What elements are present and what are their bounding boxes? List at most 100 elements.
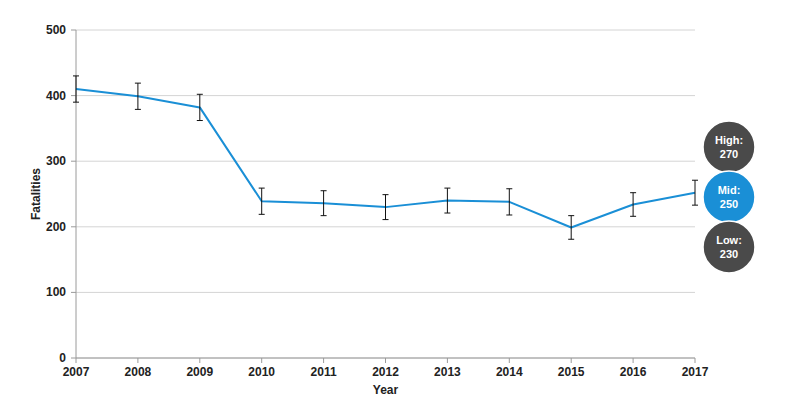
error-stem bbox=[571, 216, 572, 240]
x-axis-title: Year bbox=[373, 383, 399, 397]
x-tick bbox=[447, 358, 448, 363]
error-cap bbox=[444, 213, 450, 214]
grid-line bbox=[76, 161, 695, 162]
x-tick bbox=[323, 358, 324, 363]
badge-circle bbox=[703, 121, 755, 173]
error-cap bbox=[321, 190, 327, 191]
y-tick bbox=[71, 161, 76, 162]
y-tick-label: 200 bbox=[46, 220, 66, 234]
badge-value: 250 bbox=[720, 198, 738, 210]
error-cap bbox=[383, 194, 389, 195]
error-bar bbox=[321, 191, 327, 216]
x-tick bbox=[695, 358, 696, 363]
error-cap bbox=[383, 219, 389, 220]
x-tick bbox=[76, 358, 77, 363]
grid-line bbox=[76, 95, 695, 96]
y-tick-label: 300 bbox=[46, 154, 66, 168]
error-stem bbox=[261, 188, 262, 214]
chart-svg: 0 100 200 300 400 500 2007 2008 2009 2010 2011 2012… bbox=[0, 0, 790, 418]
x-tick-label: 2011 bbox=[311, 365, 337, 379]
x-tick-label: 2009 bbox=[186, 365, 213, 379]
y-tick bbox=[71, 30, 76, 31]
y-tick-label: 0 bbox=[59, 351, 66, 365]
annotation-badge: Low: 230 bbox=[703, 221, 755, 273]
error-cap bbox=[197, 94, 203, 95]
grid-line bbox=[76, 292, 695, 293]
x-tick-label: 2008 bbox=[125, 365, 152, 379]
x-tick bbox=[199, 358, 200, 363]
badge-label: Low: bbox=[716, 234, 742, 246]
error-cap bbox=[630, 192, 636, 193]
error-cap bbox=[692, 205, 698, 206]
x-tick bbox=[261, 358, 262, 363]
error-bar bbox=[135, 83, 141, 109]
error-bar bbox=[630, 193, 636, 217]
x-tick bbox=[137, 358, 138, 363]
y-tick bbox=[71, 358, 76, 359]
error-bar bbox=[692, 180, 698, 205]
y-tick bbox=[71, 226, 76, 227]
error-cap bbox=[444, 188, 450, 189]
error-bar bbox=[568, 216, 574, 240]
error-cap bbox=[506, 214, 512, 215]
error-bar bbox=[383, 195, 389, 220]
error-cap bbox=[135, 83, 141, 84]
x-tick bbox=[571, 358, 572, 363]
x-tick-label: 2016 bbox=[620, 365, 647, 379]
error-stem bbox=[137, 83, 138, 109]
badge-value: 230 bbox=[720, 248, 738, 260]
x-tick-label: 2017 bbox=[682, 365, 709, 379]
error-cap bbox=[506, 188, 512, 189]
x-tick-label: 2014 bbox=[496, 365, 523, 379]
x-tick-label: 2013 bbox=[434, 365, 461, 379]
badge-label: High: bbox=[715, 134, 743, 146]
annotation-badge: Mid: 250 bbox=[703, 171, 755, 223]
x-tick-label: 2012 bbox=[372, 365, 399, 379]
error-bar bbox=[259, 188, 265, 214]
y-tick-label: 400 bbox=[46, 89, 66, 103]
error-cap bbox=[321, 215, 327, 216]
plot-area bbox=[73, 76, 698, 239]
error-cap bbox=[259, 188, 265, 189]
error-stem bbox=[76, 76, 77, 102]
error-stem bbox=[633, 193, 634, 217]
error-cap bbox=[630, 216, 636, 217]
y-tick bbox=[71, 292, 76, 293]
error-cap bbox=[197, 120, 203, 121]
error-cap bbox=[135, 109, 141, 110]
chart-container: 0 100 200 300 400 500 2007 2008 2009 2010 2011 2012… bbox=[0, 0, 790, 418]
error-cap bbox=[73, 102, 79, 103]
y-tick-label: 500 bbox=[46, 23, 66, 37]
error-stem bbox=[509, 189, 510, 215]
y-axis-line bbox=[76, 30, 77, 358]
error-stem bbox=[199, 94, 200, 120]
badge-label: Mid: bbox=[718, 184, 741, 196]
error-cap bbox=[568, 239, 574, 240]
x-tick bbox=[385, 358, 386, 363]
error-cap bbox=[259, 214, 265, 215]
error-stem bbox=[385, 195, 386, 220]
x-tick bbox=[509, 358, 510, 363]
grid-line bbox=[76, 30, 695, 31]
y-axis-title: Fatalities bbox=[29, 168, 43, 220]
grid-line bbox=[76, 226, 695, 227]
error-stem bbox=[695, 180, 696, 205]
badge-circle bbox=[703, 221, 755, 273]
x-tick bbox=[633, 358, 634, 363]
x-tick-label: 2015 bbox=[558, 365, 585, 379]
x-tick-label: 2010 bbox=[248, 365, 275, 379]
error-bar bbox=[506, 189, 512, 215]
error-bar bbox=[73, 76, 79, 102]
error-cap bbox=[73, 75, 79, 76]
line bbox=[76, 89, 695, 227]
error-stem bbox=[323, 191, 324, 216]
error-bar bbox=[197, 94, 203, 120]
error-cap bbox=[568, 215, 574, 216]
y-tick-label: 100 bbox=[46, 285, 66, 299]
x-tick-label: 2007 bbox=[63, 365, 90, 379]
error-stem bbox=[447, 188, 448, 213]
annotation-badge: High: 270 bbox=[703, 121, 755, 173]
error-bar bbox=[444, 188, 450, 213]
badge-circle bbox=[703, 171, 755, 223]
badge-value: 270 bbox=[720, 148, 738, 160]
